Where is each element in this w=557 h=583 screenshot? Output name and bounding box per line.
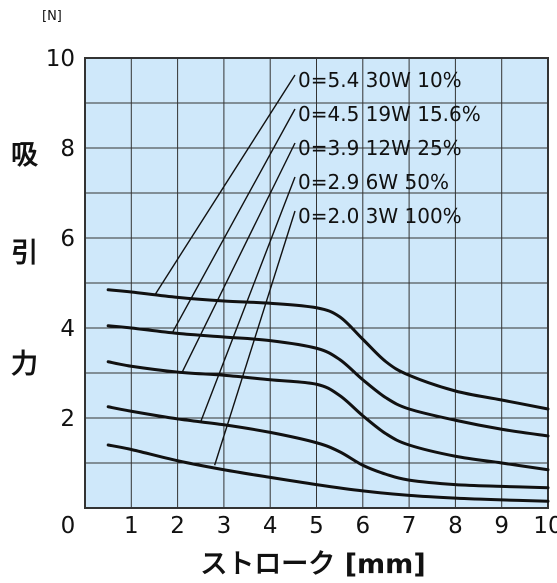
y-tick-label: 2 bbox=[60, 406, 75, 432]
x-tick-label: 5 bbox=[309, 513, 324, 539]
grid bbox=[85, 58, 548, 508]
series-label-3: 0=3.9 12W 25% bbox=[298, 136, 462, 160]
series-pointer-5 bbox=[213, 210, 296, 466]
x-tick-label: 7 bbox=[402, 513, 417, 539]
series-lines bbox=[106, 288, 550, 503]
x-tick-label: 2 bbox=[170, 513, 185, 539]
series-label-2: 0=4.5 19W 15.6% bbox=[298, 102, 481, 126]
y-unit-label: [N] bbox=[42, 9, 62, 24]
x-tick-label: 1 bbox=[124, 513, 139, 539]
y-title-char-2: 引 bbox=[11, 238, 38, 269]
x-tick-label: 4 bbox=[263, 513, 278, 539]
series-labels: 0=5.4 30W 10% 0=4.5 19W 15.6% 0=3.9 12W 25… bbox=[298, 68, 481, 228]
x-tick-label: 8 bbox=[448, 513, 463, 539]
series-line-2 bbox=[106, 324, 550, 438]
series-line-1 bbox=[106, 288, 550, 411]
y-title-char-1: 吸 bbox=[11, 140, 38, 171]
series-line-5 bbox=[106, 443, 550, 503]
series-pointer-1 bbox=[153, 74, 296, 296]
y-tick-labels: 2 4 6 8 10 bbox=[46, 46, 75, 432]
x-tick-labels: 0 1 2 3 4 5 6 7 8 9 10 bbox=[61, 513, 557, 539]
x-tick-label: 10 bbox=[533, 513, 557, 539]
series-pointer-4 bbox=[200, 176, 296, 422]
x-tick-label: 3 bbox=[217, 513, 232, 539]
series-pointer-2 bbox=[172, 108, 296, 332]
series-line-3 bbox=[106, 360, 550, 472]
y-tick-label: 10 bbox=[46, 46, 75, 72]
series-label-5: 0=2.0 3W 100% bbox=[298, 204, 462, 228]
y-tick-label: 4 bbox=[60, 316, 75, 342]
x-tick-label: 9 bbox=[494, 513, 509, 539]
series-label-4: 0=2.9 6W 50% bbox=[298, 170, 449, 194]
series-label-1: 0=5.4 30W 10% bbox=[298, 68, 462, 92]
y-tick-label: 6 bbox=[60, 226, 75, 252]
x-axis-title: ストローク [mm] bbox=[200, 549, 425, 580]
series-pointer-3 bbox=[181, 142, 296, 373]
series-line-4 bbox=[106, 405, 550, 490]
y-tick-label: 8 bbox=[60, 136, 75, 162]
y-title-char-3: 力 bbox=[11, 349, 38, 380]
x-tick-label: 0 bbox=[61, 513, 76, 539]
x-tick-label: 6 bbox=[355, 513, 370, 539]
label-pointers bbox=[153, 74, 296, 466]
plot-border bbox=[84, 57, 549, 509]
